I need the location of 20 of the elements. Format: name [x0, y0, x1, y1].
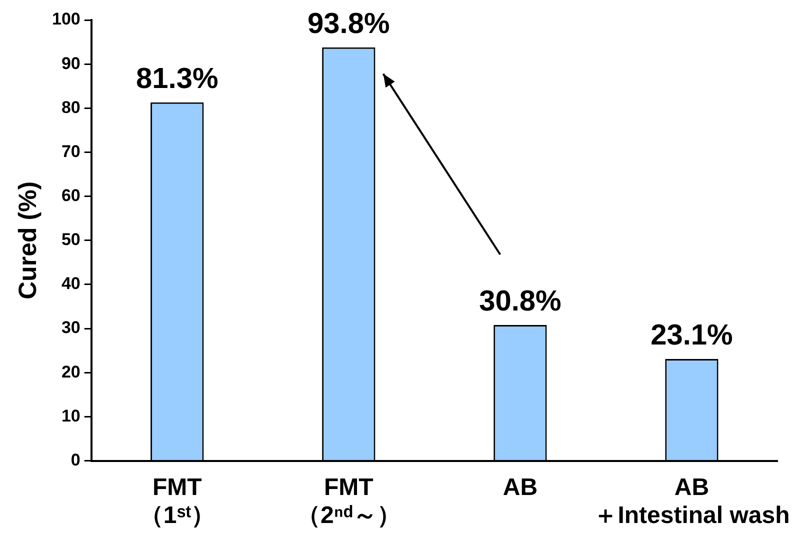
x-tick-label: FMT （2ⁿᵈ～） [296, 474, 401, 529]
data-label: 23.1% [650, 319, 734, 352]
y-tick-label: 10 [61, 406, 80, 426]
y-tick-label: 80 [61, 98, 80, 117]
y-tick-label: 60 [61, 186, 80, 206]
x-tick-label: AB [502, 474, 538, 502]
y-tick-label: 30 [61, 318, 80, 338]
y-tick-label: 0 [70, 450, 80, 470]
y-tick-label: 70 [61, 142, 80, 161]
data-label: 81.3% [136, 62, 218, 95]
y-axis-title: Cured (%) [14, 181, 42, 300]
y-tick-label: 50 [61, 230, 80, 250]
data-label: 93.8% [308, 8, 390, 40]
x-tick-label: AB ＋Intestinal wash [594, 474, 790, 529]
y-tick-label: 20 [61, 362, 80, 382]
data-label: 30.8% [479, 286, 562, 318]
y-tick-label: 100 [52, 10, 80, 29]
y-tick-label: 40 [61, 274, 80, 294]
x-tick-label: FMT （1ˢᵗ） [139, 474, 215, 529]
y-tick-label: 90 [61, 54, 80, 73]
